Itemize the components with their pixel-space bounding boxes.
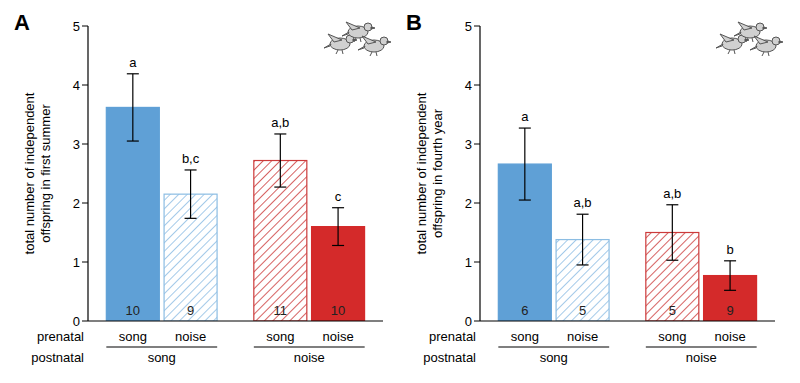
svg-text:song: song bbox=[148, 350, 176, 365]
svg-text:song: song bbox=[658, 329, 686, 344]
svg-text:0: 0 bbox=[73, 314, 80, 329]
svg-text:prenatal: prenatal bbox=[37, 329, 84, 344]
svg-text:10: 10 bbox=[331, 303, 345, 318]
svg-text:A: A bbox=[14, 10, 30, 35]
svg-text:11: 11 bbox=[274, 303, 288, 318]
svg-text:noise: noise bbox=[175, 329, 206, 344]
svg-text:5: 5 bbox=[579, 303, 586, 318]
svg-text:noise: noise bbox=[567, 329, 598, 344]
svg-text:prenatal: prenatal bbox=[429, 329, 476, 344]
svg-text:9: 9 bbox=[726, 303, 733, 318]
svg-text:offspring in first summer: offspring in first summer bbox=[38, 104, 53, 243]
svg-text:1: 1 bbox=[73, 255, 80, 270]
svg-text:noise: noise bbox=[715, 329, 746, 344]
svg-text:total number of independent: total number of independent bbox=[22, 92, 37, 254]
svg-text:b,c: b,c bbox=[182, 151, 200, 166]
svg-text:c: c bbox=[335, 189, 342, 204]
svg-text:a,b: a,b bbox=[663, 186, 681, 201]
svg-text:noise: noise bbox=[686, 350, 717, 365]
svg-text:offspring in fourth year: offspring in fourth year bbox=[430, 108, 445, 238]
svg-text:noise: noise bbox=[294, 350, 325, 365]
svg-text:5: 5 bbox=[669, 303, 676, 318]
svg-text:2: 2 bbox=[465, 196, 472, 211]
svg-text:song: song bbox=[266, 329, 294, 344]
svg-text:1: 1 bbox=[465, 255, 472, 270]
svg-text:6: 6 bbox=[521, 303, 528, 318]
svg-text:3: 3 bbox=[73, 137, 80, 152]
svg-text:4: 4 bbox=[465, 78, 472, 93]
svg-text:a,b: a,b bbox=[271, 115, 289, 130]
svg-text:total number of independent: total number of independent bbox=[414, 92, 429, 254]
svg-text:3: 3 bbox=[465, 137, 472, 152]
svg-text:noise: noise bbox=[323, 329, 354, 344]
svg-text:song: song bbox=[511, 329, 539, 344]
svg-text:b: b bbox=[726, 242, 733, 257]
svg-text:postnatal: postnatal bbox=[31, 350, 84, 365]
svg-text:a,b: a,b bbox=[574, 195, 592, 210]
svg-text:9: 9 bbox=[187, 303, 194, 318]
svg-text:5: 5 bbox=[465, 19, 472, 34]
svg-text:postnatal: postnatal bbox=[423, 350, 476, 365]
svg-text:a: a bbox=[129, 55, 137, 70]
svg-text:B: B bbox=[406, 10, 422, 35]
svg-text:a: a bbox=[521, 109, 529, 124]
svg-text:4: 4 bbox=[73, 78, 80, 93]
svg-text:5: 5 bbox=[73, 19, 80, 34]
svg-text:song: song bbox=[540, 350, 568, 365]
svg-text:0: 0 bbox=[465, 314, 472, 329]
svg-text:2: 2 bbox=[73, 196, 80, 211]
svg-text:song: song bbox=[119, 329, 147, 344]
svg-text:10: 10 bbox=[126, 303, 140, 318]
